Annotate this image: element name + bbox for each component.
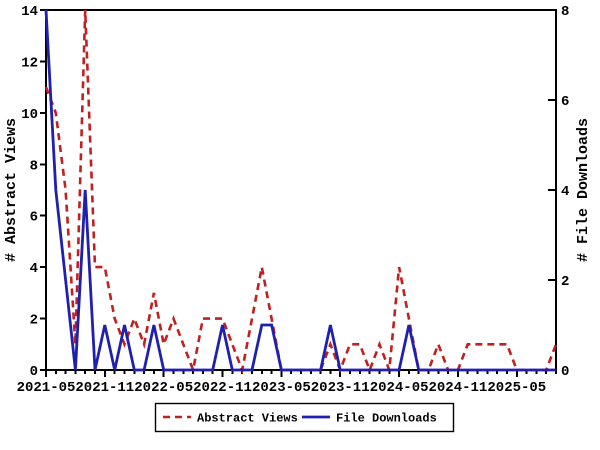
x-tick-label: 2023-11 — [311, 380, 370, 396]
right-axis-tick-label: 8 — [561, 4, 569, 20]
right-axis-ticks — [548, 9, 556, 371]
right-axis-tick-label: 2 — [561, 274, 569, 290]
x-tick-label: 2021-11 — [75, 380, 134, 396]
x-tick-label: 2023-05 — [252, 380, 311, 396]
right-axis-tick-label: 0 — [561, 364, 569, 380]
right-axis-tick-labels: 0 2 4 6 8 — [561, 4, 569, 380]
left-axis-title: # Abstract Views — [3, 118, 20, 262]
left-axis-tick-label: 8 — [30, 158, 38, 174]
abstract-views-line — [44, 9, 558, 375]
x-tick-label: 2024-11 — [428, 380, 487, 396]
left-axis-tick-label: 4 — [30, 261, 38, 277]
left-axis-tick-label: 12 — [21, 55, 38, 71]
left-axis-tick-label: 0 — [30, 364, 38, 380]
x-tick-label: 2021-05 — [17, 380, 76, 396]
file-downloads-line — [44, 9, 556, 372]
right-axis-title: # File Downloads — [575, 118, 592, 262]
plot-frame — [45, 9, 557, 371]
left-axis-tick-label: 14 — [21, 4, 38, 20]
x-tick-label: 2024-05 — [370, 380, 429, 396]
right-axis-tick-label: 6 — [561, 94, 569, 110]
left-axis-tick-labels: 0 2 4 6 8 10 12 14 — [21, 4, 38, 380]
legend: Abstract Views File Downloads — [154, 402, 455, 433]
x-tick-label: 2022-11 — [193, 380, 252, 396]
left-axis-tick-label: 2 — [30, 313, 38, 329]
x-axis-tick-labels: 2021-05 2021-11 2022-05 2022-11 2023-05 2023-… — [17, 380, 547, 396]
x-tick-label: 2022-05 — [134, 380, 193, 396]
x-tick-label: 2025-05 — [487, 380, 546, 396]
left-axis-tick-label: 10 — [21, 107, 38, 123]
x-axis-ticks — [45, 370, 557, 377]
left-axis-ticks — [40, 9, 46, 371]
legend-box — [154, 402, 455, 433]
abstract-views-legend-label: Abstract Views — [197, 412, 298, 426]
right-axis-tick-label: 4 — [561, 184, 569, 200]
left-axis-tick-label: 6 — [30, 210, 38, 226]
file-downloads-legend-label: File Downloads — [336, 412, 437, 426]
